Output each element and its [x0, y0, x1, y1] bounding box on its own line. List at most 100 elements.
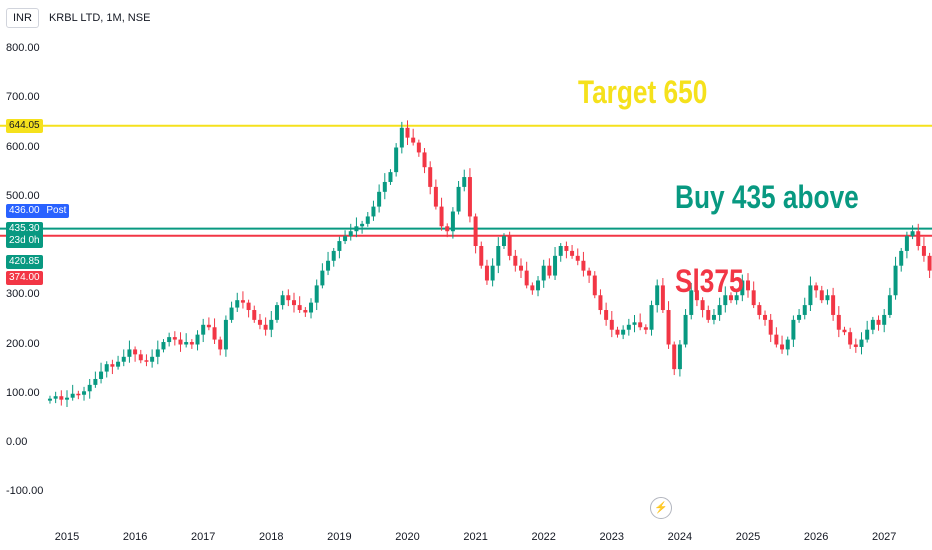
- post-price-tag: 436.00 Post: [6, 204, 70, 218]
- candle-body-1: [53, 396, 58, 399]
- candle-body-60: [388, 172, 393, 182]
- candle-body-51: [337, 241, 342, 251]
- lightning-icon[interactable]: ⚡: [650, 497, 672, 519]
- candle-body-24: [184, 342, 189, 345]
- candle-body-36: [252, 310, 257, 320]
- sl-price-tag: 374.00: [6, 271, 43, 285]
- candle-body-105: [643, 327, 648, 330]
- post-price: 436.00: [9, 205, 40, 216]
- candle-body-70: [445, 226, 450, 232]
- y-tick-label: 200.00: [6, 337, 40, 350]
- x-tick-label: 2021: [463, 531, 488, 543]
- candle-body-97: [598, 295, 603, 311]
- candle-body-124: [751, 290, 756, 306]
- candle-body-110: [672, 344, 677, 370]
- candle-body-16: [138, 354, 143, 361]
- x-tick-label: 2024: [667, 531, 693, 543]
- candle-body-143: [859, 339, 864, 347]
- y-tick-label: 500.00: [6, 189, 40, 202]
- candle-body-27: [201, 324, 206, 335]
- candle-body-46: [309, 302, 314, 313]
- candle-body-130: [785, 339, 790, 350]
- candle-body-83: [519, 265, 523, 271]
- candle-body-133: [802, 305, 807, 315]
- candle-body-150: [899, 250, 904, 266]
- candle-body-136: [819, 290, 824, 301]
- candle-body-49: [326, 260, 331, 271]
- candle-body-72: [456, 186, 461, 212]
- candle-body-7: [87, 384, 92, 392]
- candle-body-54: [354, 226, 359, 232]
- candle-body-25: [189, 342, 194, 345]
- candle-body-85: [530, 285, 535, 291]
- candle-body-50: [331, 250, 336, 261]
- candle-body-32: [229, 307, 234, 320]
- candle-body-5: [76, 393, 81, 396]
- candle-body-153: [916, 231, 921, 246]
- x-tick-label: 2017: [190, 531, 216, 543]
- candle-body-146: [876, 319, 881, 325]
- candle-body-19: [155, 349, 160, 357]
- candle-body-15: [133, 349, 138, 355]
- candle-body-152: [910, 231, 915, 237]
- candle-body-94: [581, 260, 586, 271]
- candle-body-107: [655, 285, 660, 306]
- candle-body-30: [218, 339, 223, 350]
- currency-button[interactable]: INR: [6, 8, 39, 28]
- candle-body-57: [371, 206, 376, 217]
- candle-body-39: [269, 319, 274, 330]
- candle-body-121: [734, 295, 739, 301]
- candle-body-90: [558, 246, 563, 256]
- chart-header: INR KRBL LTD, 1M, NSE: [6, 8, 150, 28]
- x-tick-label: 2022: [531, 531, 556, 543]
- candle-body-34: [240, 300, 245, 303]
- candle-body-71: [450, 211, 455, 232]
- candle-body-138: [831, 295, 836, 315]
- candle-body-17: [144, 360, 149, 362]
- candle-body-128: [774, 334, 779, 345]
- mid-price-tag: 420.85: [6, 255, 43, 269]
- candle-body-89: [553, 255, 558, 276]
- candle-body-126: [763, 314, 768, 320]
- candle-body-14: [127, 349, 132, 357]
- candle-body-22: [172, 337, 177, 340]
- candle-body-38: [263, 324, 268, 330]
- candle-body-74: [467, 177, 472, 217]
- candle-body-119: [723, 295, 728, 306]
- x-tick-label: 2026: [803, 531, 829, 543]
- candle-body-20: [161, 342, 166, 350]
- candle-body-18: [150, 356, 155, 362]
- candle-body-93: [575, 255, 580, 261]
- candle-body-151: [904, 236, 909, 251]
- symbol-title: KRBL LTD, 1M, NSE: [48, 12, 151, 24]
- candle-body-109: [666, 310, 671, 345]
- candle-body-40: [274, 305, 279, 320]
- candle-body-111: [677, 344, 682, 370]
- candle-body-140: [842, 329, 847, 333]
- candle-body-52: [343, 236, 348, 242]
- candle-body-149: [893, 265, 898, 296]
- candle-body-155: [927, 255, 932, 271]
- candle-body-120: [728, 295, 733, 301]
- x-tick-label: 2023: [599, 531, 625, 543]
- candle-body-55: [360, 223, 365, 227]
- candle-body-63: [405, 127, 410, 138]
- candle-body-84: [524, 270, 529, 286]
- candle-body-66: [422, 152, 427, 168]
- candle-body-127: [768, 319, 773, 335]
- candle-body-108: [660, 285, 665, 311]
- candle-body-88: [547, 265, 552, 276]
- last-price: 435.30: [9, 223, 40, 234]
- candle-body-29: [212, 327, 217, 340]
- x-tick-label: 2015: [54, 531, 80, 543]
- target-annotation: Target 650: [578, 74, 708, 110]
- y-tick-label: 0.00: [6, 436, 28, 448]
- candle-body-12: [116, 361, 121, 367]
- candle-body-101: [621, 329, 626, 335]
- candle-body-82: [513, 255, 518, 266]
- candle-body-99: [609, 319, 614, 330]
- candle-body-98: [604, 310, 609, 320]
- candle-body-23: [178, 339, 183, 345]
- candle-body-62: [399, 127, 404, 148]
